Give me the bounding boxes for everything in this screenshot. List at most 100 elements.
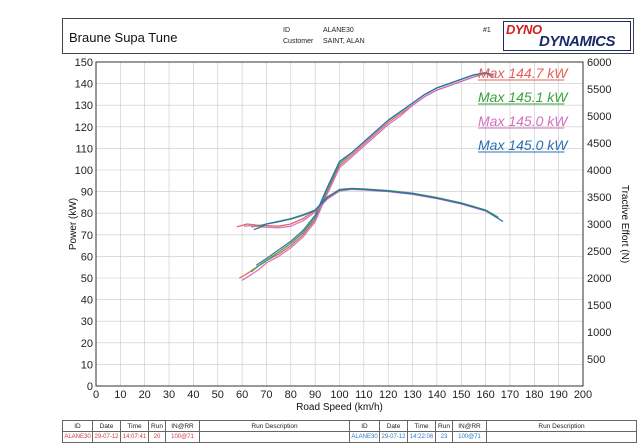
- runs-table: ID Date Time Run IN@RR Run Description ID Date T…: [62, 420, 637, 443]
- column-header: Date: [379, 420, 408, 432]
- chart-series: [236, 71, 504, 281]
- column-header: ID: [62, 420, 93, 432]
- y-left-tick-label: 40: [81, 295, 93, 307]
- x-tick-label: 20: [139, 389, 151, 401]
- x-tick-label: 120: [379, 389, 397, 401]
- y-left-tick-label: 150: [75, 57, 93, 69]
- y-right-tick-label: 3500: [587, 192, 611, 204]
- column-header: Run Description: [486, 420, 637, 432]
- max-power-label-3: Max 145.0 kW: [478, 113, 569, 129]
- x-tick-label: 80: [285, 389, 297, 401]
- series-line-6: [251, 187, 499, 228]
- y-right-tick-label: 4000: [587, 165, 611, 177]
- run-number: #1: [483, 27, 491, 34]
- chart-max-labels: Max 144.7 kW Max 145.1 kW Max 145.0 kW Max …: [478, 65, 569, 153]
- x-tick-label: 180: [525, 389, 543, 401]
- logo-frame: [503, 21, 631, 51]
- runs-table-body: ALANE30 29-07-12 14:07:41 20 100@71 ALANE30 29…: [62, 431, 637, 443]
- chart-ticks: 0 10 20 30 40 50 60 70 80 90 100 110 120 130 140 150 160…: [75, 57, 612, 401]
- series-line-8: [253, 188, 504, 231]
- y-axis-right-title: Tractive Effort (N): [619, 185, 630, 263]
- y-left-tick-label: 60: [81, 251, 93, 263]
- chart-grid: [95, 61, 584, 387]
- table-cell: ALANE30: [62, 431, 93, 443]
- table-cell: 14:07:41: [120, 431, 149, 443]
- x-tick-label: 170: [501, 389, 519, 401]
- x-tick-label: 100: [330, 389, 348, 401]
- logo-dyno-text: DYNO: [506, 22, 542, 37]
- x-tick-label: 130: [403, 389, 421, 401]
- logo-dynamics-text: DYNAMICS: [539, 33, 616, 50]
- column-header: Run Description: [199, 420, 350, 432]
- runs-table-header: ID Date Time Run IN@RR Run Description ID Date T…: [62, 420, 637, 432]
- y-right-tick-label: 4500: [587, 138, 611, 150]
- y-left-tick-label: 100: [75, 165, 93, 177]
- series-line-3: [241, 72, 494, 281]
- series-line-4: [256, 72, 494, 266]
- report-header: Braune Supa Tune ID ALANE30 Customer SAI…: [62, 18, 634, 54]
- column-header: Run: [148, 420, 166, 432]
- report-title: Braune Supa Tune: [69, 30, 178, 45]
- y-left-tick-label: 0: [87, 381, 93, 393]
- customer-value: SAINT, ALAN: [323, 38, 365, 45]
- plot-frame: [95, 61, 584, 387]
- series-line-7: [243, 188, 499, 229]
- column-header: Time: [407, 420, 436, 432]
- column-header: IN@RR: [165, 420, 200, 432]
- max-power-label-1: Max 144.7 kW: [478, 65, 569, 81]
- x-tick-label: 0: [93, 389, 99, 401]
- y-left-tick-label: 50: [81, 273, 93, 285]
- x-tick-label: 30: [163, 389, 175, 401]
- y-left-tick-label: 20: [81, 338, 93, 350]
- y-right-tick-label: 2000: [587, 273, 611, 285]
- x-tick-label: 10: [114, 389, 126, 401]
- table-cell: 14:22:06: [407, 431, 436, 443]
- x-tick-label: 90: [309, 389, 321, 401]
- y-left-tick-label: 120: [75, 122, 93, 134]
- y-right-tick-label: 3000: [587, 219, 611, 231]
- table-cell: 23: [435, 431, 453, 443]
- column-header: Time: [120, 420, 149, 432]
- y-right-tick-label: 6000: [587, 57, 611, 69]
- table-cell: 100@71: [452, 431, 487, 443]
- x-tick-label: 160: [476, 389, 494, 401]
- id-value: ALANE30: [323, 27, 354, 34]
- x-tick-label: 110: [355, 389, 373, 401]
- max-power-label-2: Max 145.1 kW: [478, 89, 569, 105]
- x-tick-label: 140: [428, 389, 446, 401]
- series-line-5: [236, 188, 499, 228]
- table-cell: [486, 431, 637, 443]
- x-tick-label: 190: [549, 389, 567, 401]
- x-tick-label: 70: [260, 389, 272, 401]
- table-cell: 100@71: [165, 431, 200, 443]
- id-label: ID: [283, 27, 290, 34]
- column-header: ID: [349, 420, 380, 432]
- x-tick-label: 40: [187, 389, 199, 401]
- y-right-tick-label: 1000: [587, 327, 611, 339]
- table-cell: 29-07-12: [92, 431, 121, 443]
- column-header: IN@RR: [452, 420, 487, 432]
- series-line-2: [251, 71, 494, 273]
- series-line-1: [239, 72, 494, 279]
- table-cell: 29-07-12: [379, 431, 408, 443]
- y-left-tick-label: 70: [81, 230, 93, 242]
- y-right-tick-label: 1500: [587, 300, 611, 312]
- table-cell: [199, 431, 350, 443]
- y-left-tick-label: 10: [81, 359, 93, 371]
- x-axis-title: Road Speed (km/h): [296, 402, 383, 413]
- table-cell: ALANE30: [349, 431, 380, 443]
- dyno-chart: 0 10 20 30 40 50 60 70 80 90 100 110 120 130 140 150 160…: [68, 57, 630, 413]
- x-tick-label: 200: [574, 389, 592, 401]
- table-row: ALANE30 29-07-12 14:07:41 20 100@71 ALANE30 29…: [62, 431, 637, 443]
- dyno-dynamics-logo: DYNO DYNAMICS: [503, 21, 631, 51]
- y-left-tick-label: 30: [81, 316, 93, 328]
- y-right-tick-label: 2500: [587, 246, 611, 258]
- y-left-tick-label: 130: [75, 100, 93, 112]
- y-right-tick-label: 5000: [587, 111, 611, 123]
- y-left-tick-label: 140: [75, 79, 93, 91]
- x-tick-label: 150: [452, 389, 470, 401]
- y-left-tick-label: 90: [81, 187, 93, 199]
- column-header: Date: [92, 420, 121, 432]
- customer-label: Customer: [283, 38, 314, 45]
